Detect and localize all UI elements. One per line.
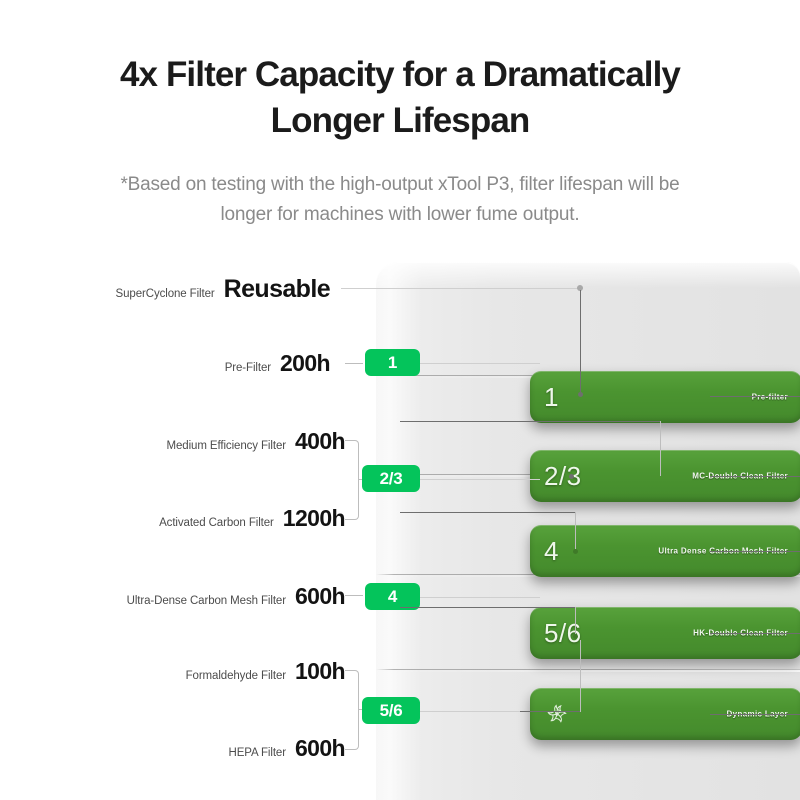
row-hepa-filter: HEPA Filter 600h xyxy=(228,735,345,762)
cartridge-number: 4 xyxy=(544,536,559,566)
row-label-name: Medium Efficiency Filter xyxy=(166,440,287,452)
callout-hook-vertical-2 xyxy=(660,421,661,476)
device-seam-4 xyxy=(376,669,800,672)
bracket-formaldehyde-hepa xyxy=(345,670,359,750)
bracket-medium-activated xyxy=(345,440,359,520)
row-label-value: 1200h xyxy=(282,505,346,531)
callout-hook-vertical-3 xyxy=(575,512,576,552)
leader-line-supercyclone xyxy=(341,288,581,289)
callout-hook-dot-2 xyxy=(569,474,574,479)
page-subtitle: *Based on testing with the high-output x… xyxy=(100,170,700,230)
leader-endpoint-supercyclone xyxy=(577,285,583,291)
row-label-value: Reusable xyxy=(223,275,331,303)
bracket-stem-medium-activated xyxy=(358,479,364,480)
leader-badge1-to-cartridge xyxy=(420,363,540,364)
cartridge-number: 1 xyxy=(544,382,559,412)
row-formaldehyde-filter: Formaldehyde Filter 100h xyxy=(185,658,346,685)
badge-stage-5-6[interactable]: 5/6 xyxy=(362,697,420,724)
page-title-line-1: 4x Filter Capacity for a Dramatically xyxy=(119,55,681,94)
right-leader-2 xyxy=(710,476,800,477)
leader-badge4-to-cartridge xyxy=(420,597,540,598)
callout-hook-dot-1 xyxy=(578,392,583,397)
badge-stage-1[interactable]: 1 xyxy=(365,349,420,376)
callout-hook-horizontal-5 xyxy=(520,711,580,712)
row-medium-efficiency-filter: Medium Efficiency Filter 400h xyxy=(166,428,346,455)
row-ultra-dense-carbon-mesh-filter: Ultra-Dense Carbon Mesh Filter 600h xyxy=(126,583,346,610)
leader-line-ultra-dense xyxy=(345,595,363,596)
right-leader-1 xyxy=(710,396,800,397)
row-supercyclone-filter: SuperCyclone Filter Reusable xyxy=(115,275,331,304)
callout-hook-dot-4 xyxy=(573,634,578,639)
row-label-name: Activated Carbon Filter xyxy=(159,517,274,529)
right-leader-4 xyxy=(710,633,800,634)
cartridge-pre-filter[interactable]: 1 Pre-filter xyxy=(530,371,800,423)
badge-stage-4[interactable]: 4 xyxy=(365,583,420,610)
row-label-value: 200h xyxy=(279,350,331,376)
callout-hook-vertical-1 xyxy=(580,290,581,395)
cartridge-mc-double-clean-filter[interactable]: 2/3 MC-Double Clean Filter xyxy=(530,450,800,502)
cartridge-label: Pre-filter xyxy=(751,392,788,402)
callout-hook-horizontal-3 xyxy=(400,512,575,513)
bracket-stem-formaldehyde-hepa xyxy=(358,709,364,710)
row-label-value: 400h xyxy=(294,428,346,454)
row-label-name: HEPA Filter xyxy=(228,747,286,759)
row-pre-filter: Pre-Filter 200h xyxy=(224,350,331,377)
callout-hook-horizontal-2 xyxy=(400,421,660,422)
row-label-value: 600h xyxy=(294,735,346,761)
row-label-name: Ultra-Dense Carbon Mesh Filter xyxy=(126,595,286,607)
page-subtitle-line-1: *Based on testing with the high-output x… xyxy=(120,174,680,195)
cartridge-number: 5/6 xyxy=(544,618,582,648)
device-top-highlight xyxy=(376,262,800,288)
callout-hook-vertical-5 xyxy=(580,640,581,712)
right-leader-5 xyxy=(710,714,800,715)
row-activated-carbon-filter: Activated Carbon Filter 1200h xyxy=(159,505,345,532)
callout-hook-horizontal-4 xyxy=(400,607,575,608)
callout-hook-vertical-4 xyxy=(575,607,576,637)
row-label-name: SuperCyclone Filter xyxy=(115,288,215,300)
leader-badge56-to-cartridge xyxy=(420,711,540,712)
leader-badge23-to-cartridge xyxy=(420,479,540,480)
leader-line-pre-filter xyxy=(345,363,363,364)
callout-hook-dot-3 xyxy=(573,549,578,554)
page-title-line-2: Longer Lifespan xyxy=(270,101,531,140)
cartridge-number: 2/3 xyxy=(544,461,582,491)
row-label-name: Formaldehyde Filter xyxy=(185,670,286,682)
page-subtitle-line-2: longer for machines with lower fume outp… xyxy=(220,204,580,225)
cyclone-icon xyxy=(544,701,570,727)
right-leader-3 xyxy=(710,551,800,552)
row-label-value: 100h xyxy=(294,658,346,684)
page-title: 4x Filter Capacity for a Dramatically Lo… xyxy=(0,52,800,144)
row-label-value: 600h xyxy=(294,583,346,609)
badge-stage-2-3[interactable]: 2/3 xyxy=(362,465,420,492)
row-label-name: Pre-Filter xyxy=(224,362,271,374)
